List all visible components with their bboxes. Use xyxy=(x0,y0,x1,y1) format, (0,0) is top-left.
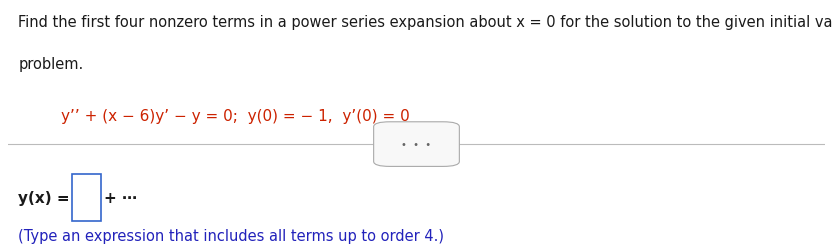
FancyBboxPatch shape xyxy=(374,122,459,167)
FancyBboxPatch shape xyxy=(72,174,102,221)
Text: + ⋯: + ⋯ xyxy=(104,190,137,205)
Text: y(x) =: y(x) = xyxy=(18,190,75,205)
Text: y’’ + (x − 6)y’ − y = 0;  y(0) = − 1,  y’(0) = 0: y’’ + (x − 6)y’ − y = 0; y(0) = − 1, y’(… xyxy=(62,109,410,124)
Text: •  •  •: • • • xyxy=(402,140,431,149)
Text: problem.: problem. xyxy=(18,57,83,72)
Text: Find the first four nonzero terms in a power series expansion about x = 0 for th: Find the first four nonzero terms in a p… xyxy=(18,15,833,30)
Text: (Type an expression that includes all terms up to order 4.): (Type an expression that includes all te… xyxy=(18,228,444,243)
